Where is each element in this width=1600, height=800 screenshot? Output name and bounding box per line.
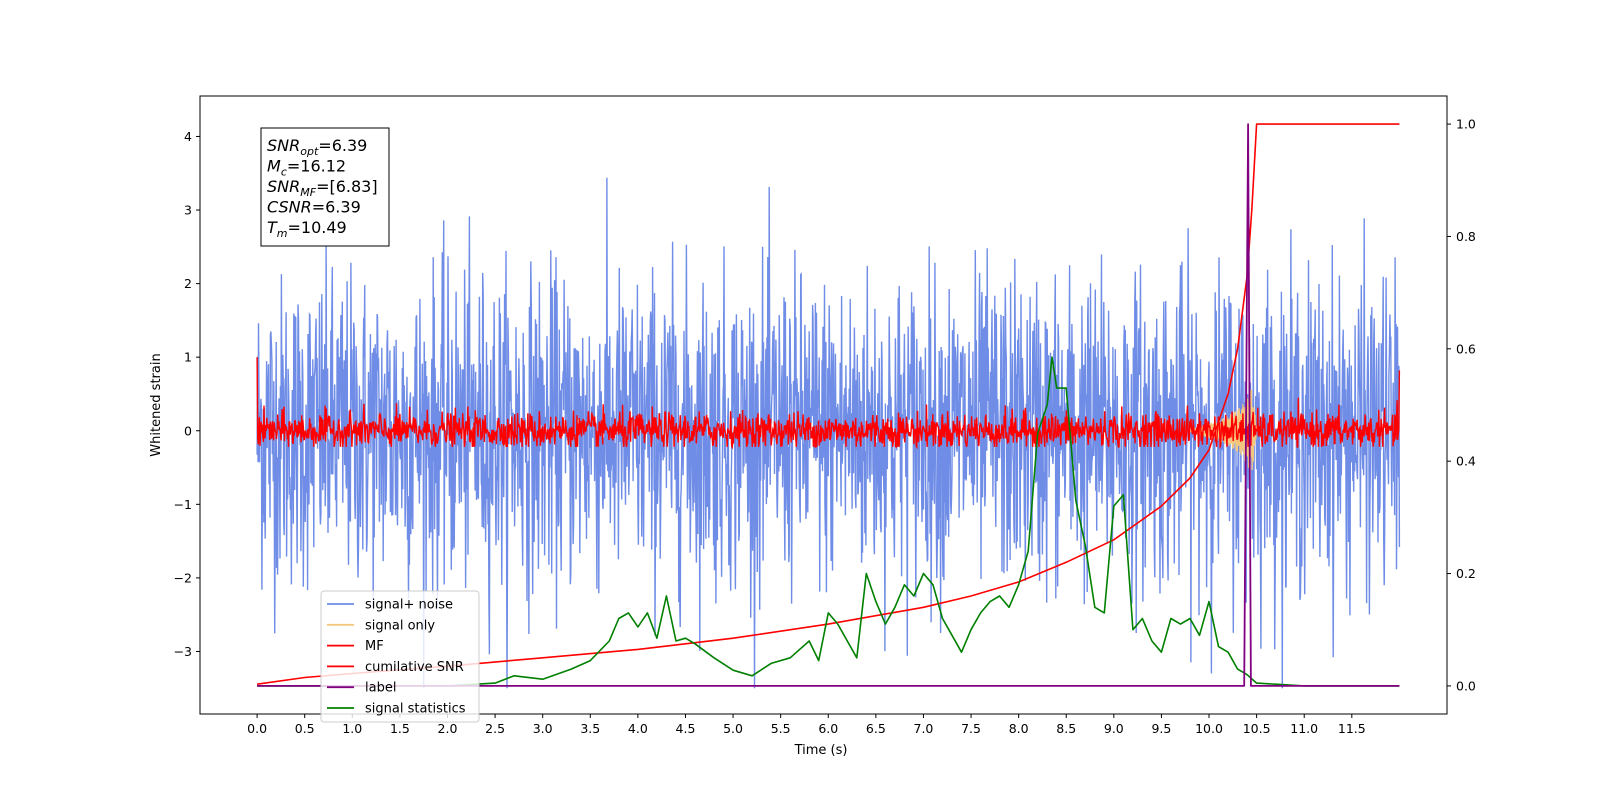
- y-axis-left: −3 −2 −1 0 1 2 3 4: [174, 129, 200, 659]
- x-tick-label: 10.0: [1195, 721, 1223, 736]
- legend-label: label: [365, 681, 396, 696]
- y-tick-label: 3: [184, 203, 192, 218]
- y-axis-label: Whitened strain: [149, 353, 164, 456]
- x-tick-label: 9.0: [1104, 721, 1124, 736]
- y-tick-label: 0: [184, 423, 192, 438]
- y-tick-label: 2: [184, 276, 192, 291]
- y2-tick-label: 0.4: [1456, 454, 1476, 469]
- series-signal-statistics: [257, 356, 1400, 687]
- x-tick-label: 10.5: [1243, 721, 1271, 736]
- y2-tick-label: 1.0: [1456, 117, 1476, 132]
- x-tick-label: 1.0: [342, 721, 362, 736]
- x-axis-label: Time (s): [794, 743, 848, 758]
- legend-label: cumilative SNR: [365, 660, 464, 675]
- x-tick-label: 0.0: [247, 721, 267, 736]
- x-tick-label: 5.5: [771, 721, 791, 736]
- x-tick-label: 8.5: [1056, 721, 1076, 736]
- x-tick-label: 9.5: [1151, 721, 1171, 736]
- series-label: [257, 123, 1400, 687]
- y-tick-label: 1: [184, 350, 192, 365]
- x-tick-label: 3.0: [533, 721, 553, 736]
- legend-label: signal statistics: [365, 702, 466, 717]
- stats-line: Mc=16.12: [267, 157, 346, 179]
- y2-tick-label: 0.0: [1456, 678, 1476, 693]
- legend-label: signal+ noise: [365, 598, 453, 613]
- x-tick-label: 7.0: [914, 721, 934, 736]
- plot-frame: [199, 95, 1448, 715]
- x-tick-label: 0.5: [295, 721, 315, 736]
- stats-line: CSNR=6.39: [267, 198, 361, 217]
- y2-tick-label: 0.6: [1456, 341, 1476, 356]
- stats-line: SNRMF=[6.83]: [267, 177, 378, 199]
- y-tick-label: −3: [174, 644, 192, 659]
- x-tick-label: 11.5: [1338, 721, 1366, 736]
- x-tick-label: 6.0: [818, 721, 838, 736]
- stats-box: SNRopt=6.39Mc=16.12SNRMF=[6.83]CSNR=6.39…: [260, 127, 390, 247]
- x-tick-label: 1.5: [390, 721, 410, 736]
- x-tick-label: 5.0: [723, 721, 743, 736]
- x-tick-label: 4.0: [628, 721, 648, 736]
- legend-frame: [320, 590, 480, 723]
- x-tick-label: 11.0: [1290, 721, 1318, 736]
- legend: signal+ noise signal only MF cumilative SNR…: [320, 590, 480, 723]
- series-layer: [256, 123, 1401, 689]
- x-tick-label: 4.5: [676, 721, 696, 736]
- series-cumulative-snr: [256, 123, 1400, 685]
- x-axis: 0.0 0.5 1.0 1.5 2.0 2.5 3.0 3.5 4.0 4.5 5.0 5.5 6.0 6…: [247, 714, 1366, 736]
- y-tick-label: 4: [184, 129, 192, 144]
- legend-label: signal only: [365, 618, 435, 633]
- y-axis-right: 0.0 0.2 0.4 0.6 0.8 1.0: [1447, 117, 1476, 693]
- x-tick-label: 6.5: [866, 721, 886, 736]
- stats-line: Tm=10.49: [267, 218, 347, 240]
- series-signal-noise: [256, 177, 1401, 689]
- x-tick-label: 3.5: [580, 721, 600, 736]
- y-tick-label: −2: [174, 570, 192, 585]
- x-tick-label: 8.0: [1009, 721, 1029, 736]
- y2-tick-label: 0.2: [1456, 566, 1476, 581]
- x-tick-label: 2.5: [485, 721, 505, 736]
- x-tick-label: 2.0: [438, 721, 458, 736]
- stats-line: SNRopt=6.39: [267, 136, 367, 158]
- x-tick-label: 7.5: [961, 721, 981, 736]
- stats-box-frame: [260, 127, 390, 247]
- y2-tick-label: 0.8: [1456, 229, 1476, 244]
- y-tick-label: −1: [174, 497, 192, 512]
- series-mf: [256, 357, 1401, 450]
- legend-label: MF: [365, 639, 384, 654]
